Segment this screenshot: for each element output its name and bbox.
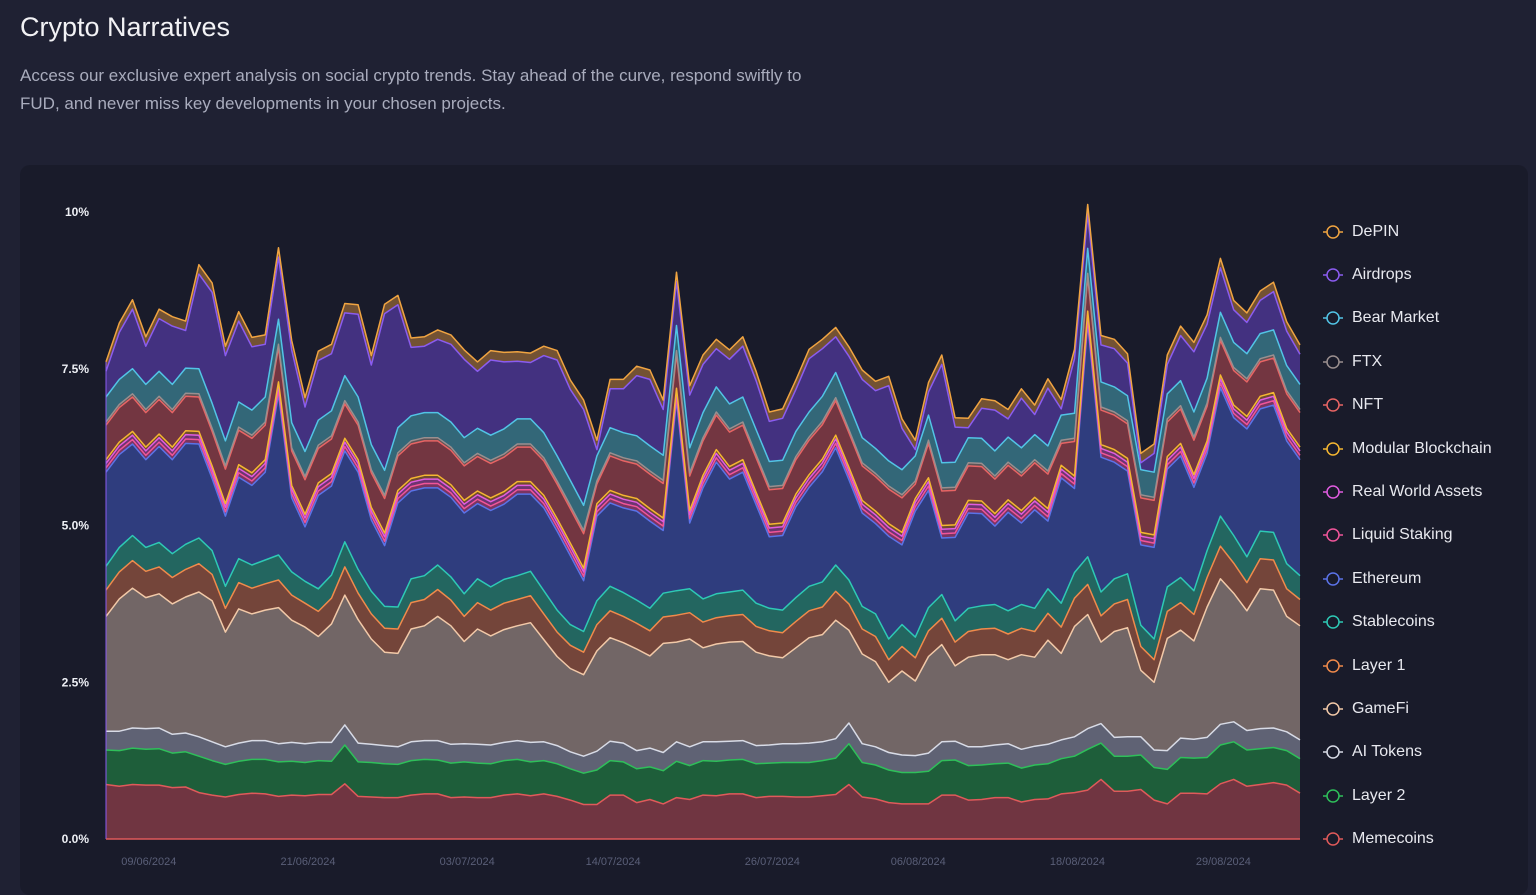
legend-circle-icon <box>1323 832 1343 846</box>
legend-circle-icon <box>1323 311 1343 326</box>
legend-item-ftx[interactable]: FTX <box>1322 340 1522 383</box>
legend-label: Stablecoins <box>1352 613 1435 631</box>
area-gamefi[interactable] <box>106 578 1300 757</box>
legend-circle-icon <box>1323 268 1343 282</box>
y-tick-label: 7.5% <box>62 362 90 376</box>
legend-label: Real World Assets <box>1352 483 1483 501</box>
area-series-group <box>105 203 1301 839</box>
y-tick-label: 10% <box>65 205 89 219</box>
legend-label: FTX <box>1352 352 1383 370</box>
area-bear-market[interactable] <box>106 248 1300 531</box>
legend-item-ai-tokens[interactable]: AI Tokens <box>1322 731 1522 774</box>
legend-label: Memecoins <box>1352 830 1434 848</box>
line-layer-1 <box>105 545 1301 661</box>
line-liquid-staking <box>105 318 1301 578</box>
legend-label: Liquid Staking <box>1352 526 1453 544</box>
legend-label: Layer 1 <box>1352 656 1406 674</box>
legend-circle-icon <box>1323 789 1343 803</box>
legend-label: GameFi <box>1352 699 1409 717</box>
legend-item-depin[interactable]: DePIN <box>1322 210 1522 253</box>
line-stablecoins <box>105 515 1301 640</box>
legend-item-nft[interactable]: NFT <box>1322 384 1522 427</box>
legend-item-bear-market[interactable]: Bear Market <box>1322 297 1522 340</box>
legend-circle-icon <box>1323 572 1343 586</box>
legend-circle-icon <box>1323 658 1343 673</box>
y-tick-label: 0.0% <box>62 832 90 846</box>
area-layer-1[interactable] <box>106 546 1300 683</box>
legend-circle-icon <box>1323 441 1343 456</box>
legend-label: Bear Market <box>1352 309 1440 327</box>
line-memecoins <box>105 778 1301 806</box>
y-tick-label: 2.5% <box>62 675 90 689</box>
legend-item-stablecoins[interactable]: Stablecoins <box>1322 601 1522 644</box>
legend-label: Modular Blockchain <box>1352 439 1492 457</box>
x-tick-label: 21/06/2024 <box>280 856 335 868</box>
line-airdrops <box>105 213 1301 464</box>
legend-item-layer-2[interactable]: Layer 2 <box>1322 774 1522 817</box>
x-tick-label: 18/08/2024 <box>1050 856 1105 868</box>
page-description: Access our exclusive expert analysis on … <box>20 66 802 113</box>
x-tick-label: 14/07/2024 <box>586 856 641 868</box>
line-ethereum <box>105 322 1301 582</box>
chart-legend: DePIN Airdrops Bear Market FTX NFT Modular Bl… <box>1322 210 1522 861</box>
legend-item-layer-1[interactable]: Layer 1 <box>1322 644 1522 687</box>
line-depin <box>105 203 1301 455</box>
legend-label: NFT <box>1352 396 1384 414</box>
legend-label: Layer 2 <box>1352 786 1406 804</box>
legend-circle-icon <box>1323 485 1343 499</box>
legend-item-gamefi[interactable]: GameFi <box>1322 687 1522 730</box>
legend-circle-icon <box>1323 398 1343 412</box>
line-layer-2 <box>105 741 1301 774</box>
line-nft <box>105 275 1301 535</box>
x-tick-label: 06/08/2024 <box>891 856 946 868</box>
legend-label: Ethereum <box>1352 569 1422 587</box>
legend-label: Airdrops <box>1352 266 1412 284</box>
legend-item-airdrops[interactable]: Airdrops <box>1322 253 1522 296</box>
area-ai-tokens[interactable] <box>106 721 1300 774</box>
legend-circle-icon <box>1323 702 1343 716</box>
legend-circle-icon <box>1323 528 1343 543</box>
area-layer-2[interactable] <box>106 741 1300 805</box>
area-memecoins[interactable] <box>106 779 1300 839</box>
line-ftx <box>105 272 1301 532</box>
legend-circle-icon <box>1323 615 1343 629</box>
line-modular-blockchain <box>105 310 1301 569</box>
area-ethereum[interactable] <box>106 323 1300 639</box>
x-tick-label: 03/07/2024 <box>440 856 495 868</box>
legend-circle-icon <box>1323 224 1343 239</box>
area-nft[interactable] <box>106 276 1300 569</box>
page-title: Crypto Narratives <box>20 12 231 42</box>
legend-circle-icon <box>1323 745 1343 760</box>
legend-item-modular-blockchain[interactable]: Modular Blockchain <box>1322 427 1522 470</box>
line-ai-tokens <box>106 721 1301 757</box>
legend-item-real-world-assets[interactable]: Real World Assets <box>1322 470 1522 513</box>
line-bear-market <box>105 247 1301 507</box>
line-real-world-assets <box>105 314 1301 573</box>
legend-item-memecoins[interactable]: Memecoins <box>1322 817 1522 860</box>
legend-circle-icon <box>1323 355 1343 369</box>
x-tick-label: 09/06/2024 <box>121 856 176 868</box>
stacked-area-chart: 0.0% 2.5% 5.0% 7.5% 10% 09/06/2024 21/06/2024 0… <box>62 203 1301 868</box>
chart-card: 0.0% 2.5% 5.0% 7.5% 10% 09/06/2024 21/06/2024 0… <box>20 165 1528 895</box>
legend-item-ethereum[interactable]: Ethereum <box>1322 557 1522 600</box>
x-tick-label: 26/07/2024 <box>745 856 800 868</box>
legend-item-liquid-staking[interactable]: Liquid Staking <box>1322 514 1522 557</box>
y-tick-label: 5.0% <box>62 519 90 533</box>
x-tick-label: 29/08/2024 <box>1196 856 1251 868</box>
line-gamefi <box>105 578 1301 684</box>
legend-label: AI Tokens <box>1352 743 1422 761</box>
area-stablecoins[interactable] <box>106 516 1300 660</box>
area-airdrops[interactable] <box>106 213 1300 506</box>
legend-label: DePIN <box>1352 222 1400 240</box>
